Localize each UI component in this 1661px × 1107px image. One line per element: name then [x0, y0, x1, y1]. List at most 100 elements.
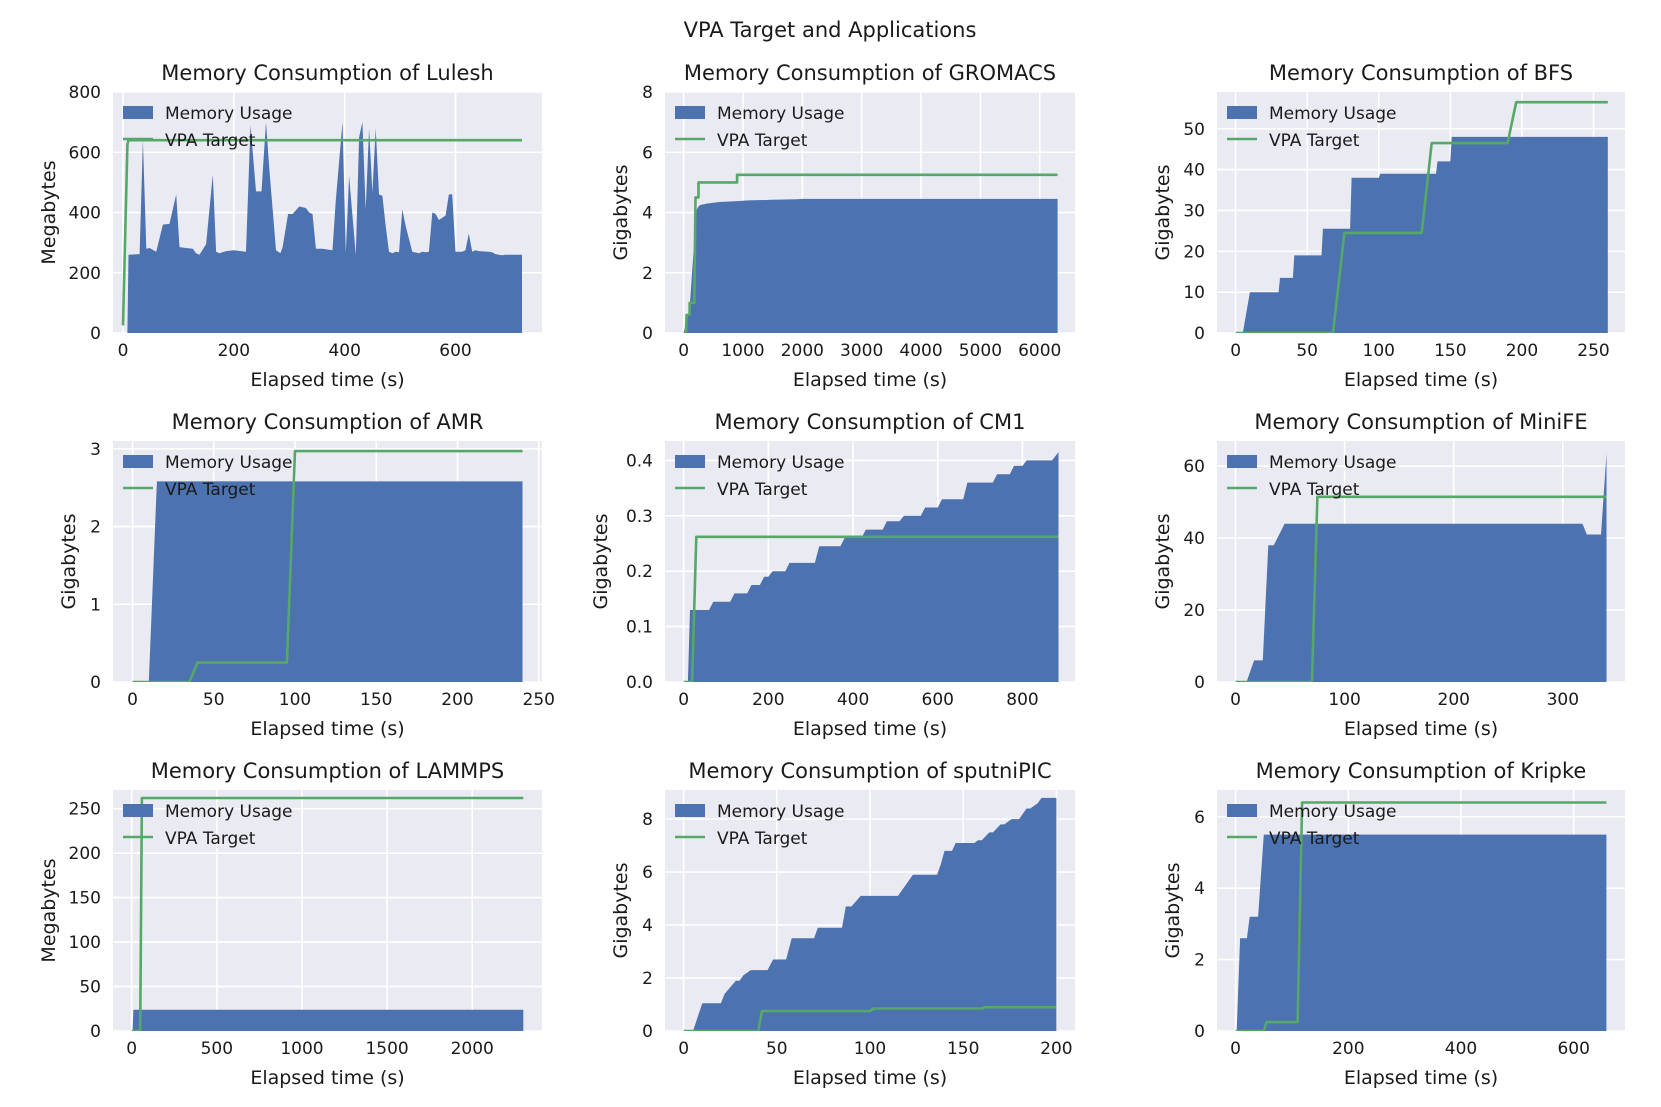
- x-tick-label: 0: [118, 341, 129, 361]
- y-tick-label: 0.1: [626, 618, 653, 638]
- x-tick-label: 400: [328, 341, 360, 361]
- x-tick-label: 3000: [840, 341, 883, 361]
- y-axis-label: Gigabytes: [58, 513, 80, 609]
- y-tick-label: 4: [642, 916, 653, 936]
- y-tick-label: 200: [69, 844, 101, 864]
- chart-panel-3: Memory Usage VPA Target 0 50 100 150 200 250 0 1 2…: [58, 410, 555, 740]
- y-tick-label: 6: [642, 863, 653, 883]
- legend-label-target: VPA Target: [1269, 131, 1360, 151]
- y-tick-label: 0: [642, 1022, 653, 1042]
- chart-panel-8: Memory Usage VPA Target 0 200 400 600 0 2 4 6 Memo…: [1162, 759, 1625, 1089]
- y-tick-label: 3: [90, 440, 101, 460]
- chart-title: Memory Consumption of CM1: [715, 410, 1026, 434]
- legend-label-target: VPA Target: [165, 480, 256, 500]
- x-tick-label: 2000: [451, 1039, 494, 1059]
- y-tick-label: 8: [642, 810, 653, 830]
- y-tick-label: 400: [69, 204, 101, 224]
- x-axis-label: Elapsed time (s): [793, 369, 947, 391]
- x-axis-label: Elapsed time (s): [250, 718, 404, 740]
- x-tick-label: 50: [766, 1039, 788, 1059]
- x-tick-label: 100: [279, 690, 311, 710]
- chart-title: Memory Consumption of Kripke: [1256, 759, 1587, 783]
- legend-swatch-usage: [123, 106, 153, 119]
- y-axis-label: Gigabytes: [590, 513, 612, 609]
- x-tick-label: 0: [1230, 690, 1241, 710]
- y-axis-label: Megabytes: [38, 160, 60, 264]
- y-axis-label: Gigabytes: [1162, 862, 1184, 958]
- y-tick-label: 60: [1183, 457, 1205, 477]
- x-tick-label: 100: [1363, 341, 1395, 361]
- y-tick-label: 600: [69, 143, 101, 163]
- y-axis-label: Gigabytes: [610, 164, 632, 260]
- vpa-target-line: [1235, 100, 1608, 333]
- y-tick-label: 20: [1183, 242, 1205, 262]
- legend-label-usage: Memory Usage: [165, 453, 293, 473]
- x-axis-label: Elapsed time (s): [1344, 369, 1498, 391]
- y-tick-label: 20: [1183, 601, 1205, 621]
- x-tick-label: 150: [947, 1039, 979, 1059]
- y-tick-label: 0: [90, 324, 101, 344]
- x-tick-label: 200: [1040, 1039, 1072, 1059]
- x-tick-label: 100: [854, 1039, 886, 1059]
- x-tick-label: 1000: [280, 1039, 323, 1059]
- x-tick-label: 50: [1296, 341, 1318, 361]
- y-tick-label: 0: [642, 324, 653, 344]
- y-tick-label: 0: [90, 1022, 101, 1042]
- y-tick-label: 1: [90, 595, 101, 615]
- x-tick-label: 6000: [1018, 341, 1061, 361]
- y-tick-label: 30: [1183, 201, 1205, 221]
- memory-usage-area: [132, 481, 523, 682]
- x-tick-label: 0: [1230, 341, 1241, 361]
- x-tick-label: 1000: [721, 341, 764, 361]
- legend-swatch-usage: [1227, 106, 1257, 119]
- x-tick-label: 500: [201, 1039, 233, 1059]
- chart-title: Memory Consumption of Lulesh: [161, 61, 493, 85]
- x-tick-label: 50: [203, 690, 225, 710]
- legend-label-target: VPA Target: [165, 829, 256, 849]
- x-tick-label: 200: [1438, 690, 1470, 710]
- legend-label-target: VPA Target: [165, 131, 256, 151]
- y-axis-label: Gigabytes: [1152, 164, 1174, 260]
- legend-swatch-usage: [123, 455, 153, 468]
- x-tick-label: 1500: [365, 1039, 408, 1059]
- x-tick-label: 400: [1445, 1039, 1477, 1059]
- chart-panel-5: Memory Usage VPA Target 0 100 200 300 0 20 40 60 M…: [1152, 410, 1625, 740]
- y-tick-label: 2: [90, 518, 101, 538]
- legend-swatch-usage: [675, 106, 705, 119]
- x-tick-label: 150: [1434, 341, 1466, 361]
- x-axis-label: Elapsed time (s): [793, 718, 947, 740]
- y-tick-label: 250: [69, 800, 101, 820]
- x-tick-label: 0: [678, 1039, 689, 1059]
- x-tick-label: 200: [441, 690, 473, 710]
- memory-usage-area: [1235, 453, 1607, 682]
- chart-panel-6: Memory Usage VPA Target 0 500 1000 1500 2000 0 5…: [38, 759, 542, 1089]
- chart-panel-0: Memory Usage VPA Target 0 200 400 600 0 200 400 6…: [38, 61, 542, 391]
- chart-panel-1: Memory Usage VPA Target 0 1000 2000 3000 4000 5…: [610, 61, 1075, 391]
- x-tick-label: 100: [1328, 690, 1360, 710]
- memory-usage-area: [1235, 136, 1608, 333]
- x-tick-label: 200: [1332, 1039, 1364, 1059]
- x-tick-label: 5000: [959, 341, 1002, 361]
- y-tick-label: 4: [1194, 879, 1205, 899]
- x-tick-label: 200: [752, 690, 784, 710]
- vpa-target-line: [121, 138, 522, 326]
- y-tick-label: 0.4: [626, 451, 653, 471]
- legend-label-target: VPA Target: [717, 829, 808, 849]
- legend-label-target: VPA Target: [717, 131, 808, 151]
- y-tick-label: 150: [69, 889, 101, 909]
- x-tick-label: 600: [439, 341, 471, 361]
- legend-swatch-usage: [675, 804, 705, 817]
- x-tick-label: 0: [127, 690, 138, 710]
- chart-panel-7: Memory Usage VPA Target 0 50 100 150 200 0 2 4 6 8 M…: [610, 759, 1075, 1089]
- x-tick-label: 600: [1557, 1039, 1589, 1059]
- legend-label-usage: Memory Usage: [165, 802, 293, 822]
- x-tick-label: 200: [218, 341, 250, 361]
- y-tick-label: 0.3: [626, 507, 653, 527]
- chart-title: Memory Consumption of BFS: [1269, 61, 1573, 85]
- vpa-target-line: [132, 449, 523, 682]
- y-axis-label: Gigabytes: [610, 862, 632, 958]
- y-tick-label: 6: [642, 143, 653, 163]
- legend-swatch-usage: [675, 455, 705, 468]
- legend-label-target: VPA Target: [1269, 480, 1360, 500]
